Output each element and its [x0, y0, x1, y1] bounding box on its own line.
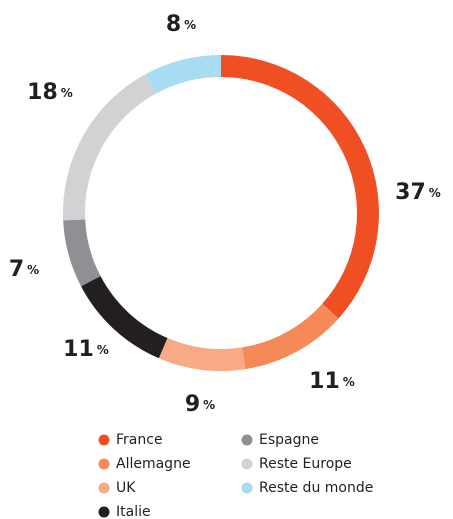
legend-label: France: [116, 432, 163, 448]
legend-swatch: [98, 458, 110, 470]
donut-segment: [63, 219, 101, 287]
label-unit: %: [429, 186, 441, 200]
label-value: 7: [9, 257, 24, 282]
label-value: 11: [309, 369, 340, 394]
label-value: 8: [166, 12, 181, 37]
donut-segment: [81, 276, 168, 359]
data-label: 11%: [309, 369, 355, 394]
donut-segment: [221, 55, 380, 319]
data-label: 11%: [63, 337, 109, 362]
donut-segment: [62, 74, 157, 221]
label-value: 37: [395, 180, 426, 205]
data-label: 37%: [395, 180, 441, 205]
label-unit: %: [27, 263, 39, 277]
donut-segment: [145, 55, 221, 94]
legend-label: Espagne: [259, 432, 319, 448]
legend-label: Reste Europe: [259, 456, 352, 472]
legend-swatch: [241, 434, 253, 446]
label-unit: %: [203, 398, 215, 412]
label-value: 11: [63, 337, 94, 362]
legend-swatch: [98, 434, 110, 446]
label-value: 18: [27, 80, 58, 105]
legend-label: Reste du monde: [259, 480, 373, 496]
donut-segment: [158, 338, 246, 371]
legend-swatch: [98, 482, 110, 494]
legend-label: Italie: [116, 504, 151, 519]
label-unit: %: [97, 343, 109, 357]
legend-swatch: [241, 482, 253, 494]
donut-segment: [242, 303, 339, 370]
legend-swatch: [98, 506, 110, 518]
data-label: 7%: [9, 257, 39, 282]
legend-label: UK: [116, 480, 136, 496]
legend-swatch: [241, 458, 253, 470]
label-unit: %: [343, 375, 355, 389]
label-value: 9: [185, 392, 200, 417]
data-label: 8%: [166, 12, 196, 37]
data-label: 18%: [27, 80, 73, 105]
data-label: 9%: [185, 392, 215, 417]
label-unit: %: [61, 86, 73, 100]
label-unit: %: [184, 18, 196, 32]
legend-label: Allemagne: [116, 456, 191, 472]
